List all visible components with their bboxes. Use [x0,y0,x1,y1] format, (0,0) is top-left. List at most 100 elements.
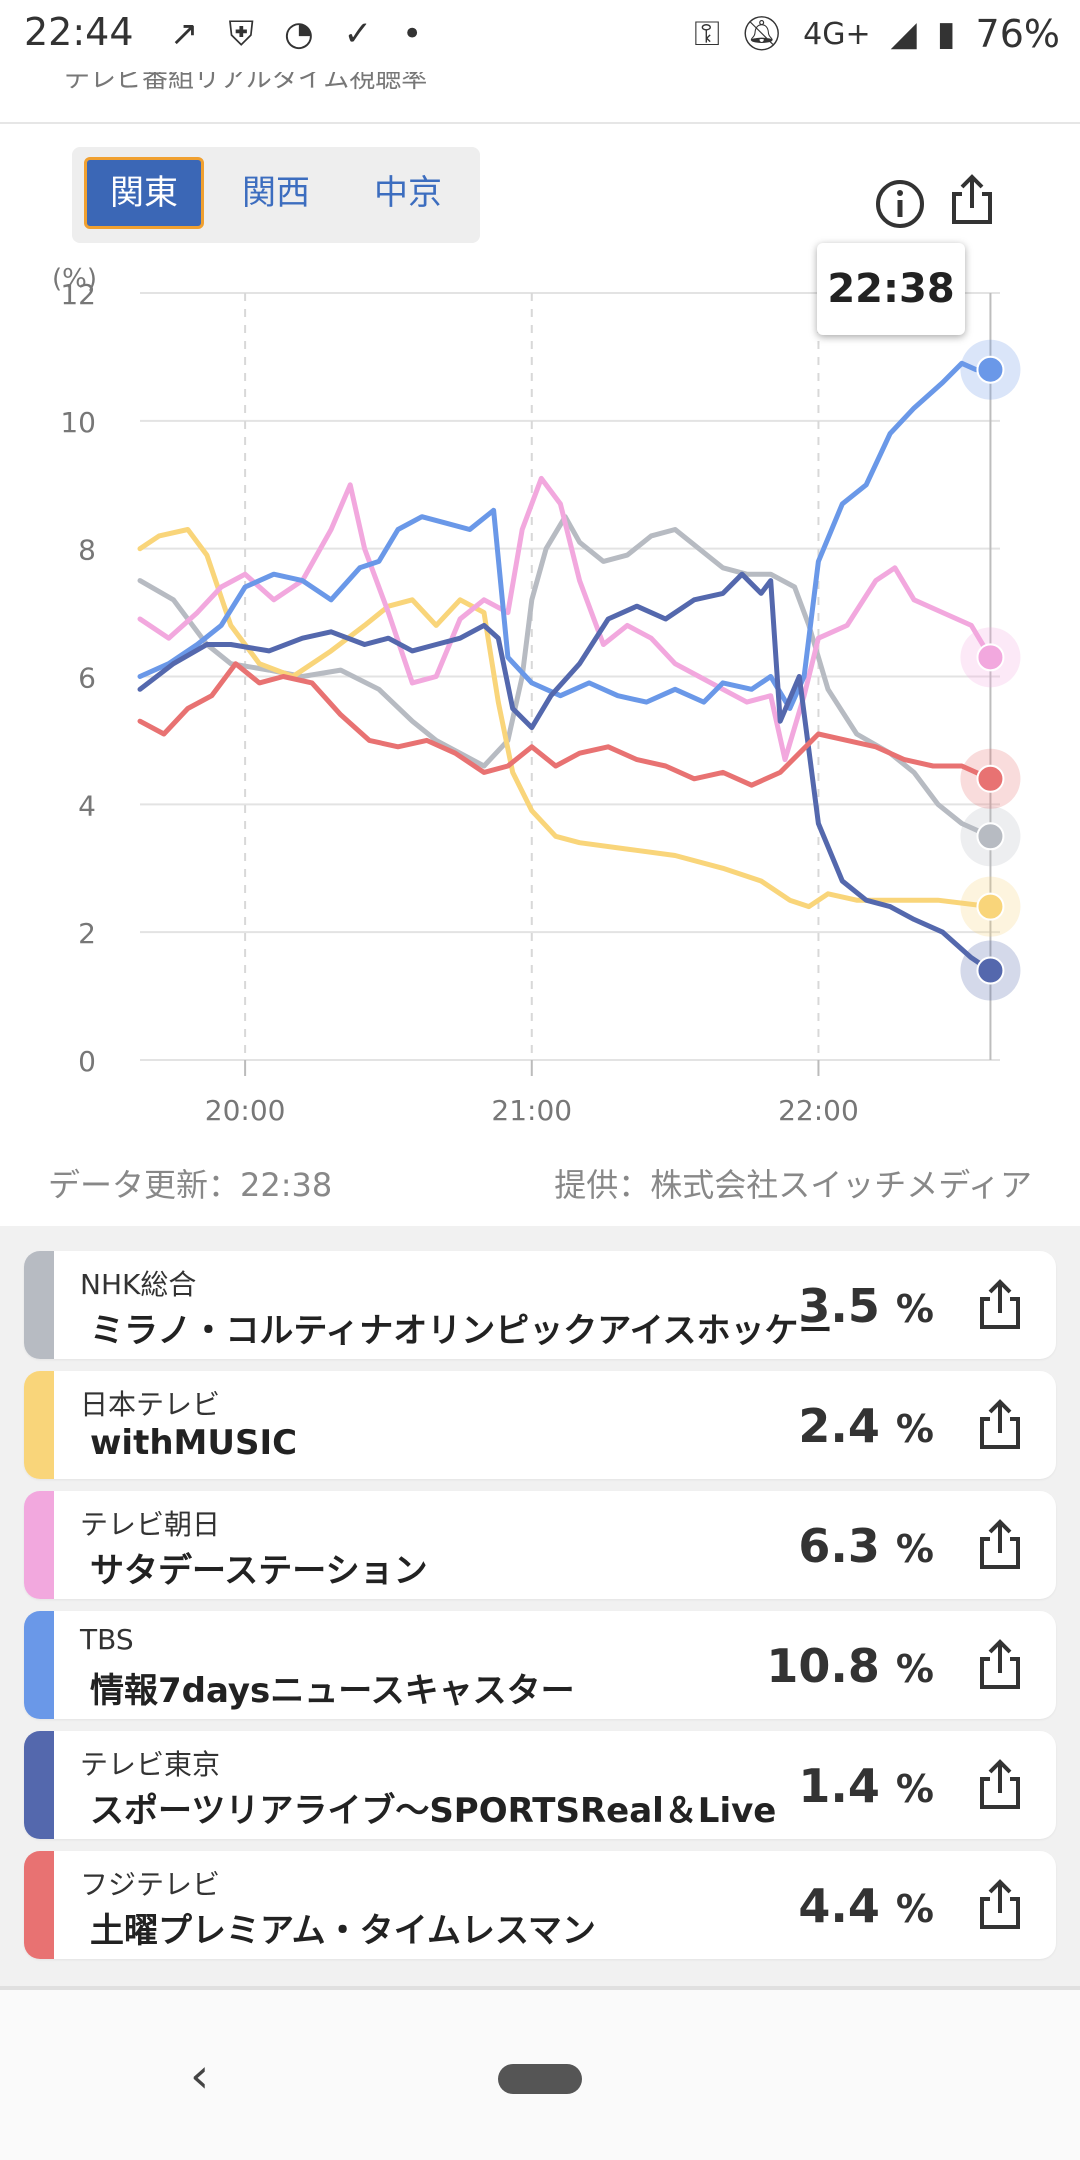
station-name: フジテレビ [80,1868,221,1901]
share-icon [980,1879,1020,1929]
info-icon [876,180,924,228]
series-line [137,661,993,788]
y-tick-label: 4 [78,789,96,822]
share-button[interactable] [972,1517,1028,1573]
mute-bell-icon: 🔕︎ [740,14,784,54]
share-icon [980,1399,1020,1449]
rating-value: 4.4 % [798,1879,934,1933]
key-icon: ⚿ [694,14,720,54]
info-button[interactable] [872,176,928,232]
x-tick-label: 20:00 [205,1094,286,1127]
share-icon [980,1759,1020,1809]
share-button[interactable] [972,1757,1028,1813]
program-title: 土曜プレミアム・タイムレスマン [90,1911,596,1951]
share-button[interactable] [972,1277,1028,1333]
channel-color-bar [24,1491,54,1599]
share-button[interactable] [972,1637,1028,1693]
station-name: NHK総合 [80,1268,197,1301]
y-tick-label: 12 [60,278,96,311]
system-nav-bar: ‹ [0,1990,1080,2160]
page-title: テレビ番組リアルタイム視聴率 [64,72,428,94]
station-name: 日本テレビ [80,1388,221,1421]
app-icon: ◔ [284,14,314,54]
y-tick-label: 10 [60,406,96,439]
y-tick-label: 2 [78,917,96,950]
time-tooltip: 22:38 [817,243,965,335]
x-tick-label: 21:00 [491,1094,572,1127]
y-tick-label: 8 [78,534,96,567]
x-tick-label: 22:00 [778,1094,859,1127]
series-line [137,527,993,910]
share-button[interactable] [972,1397,1028,1453]
series-end-point [976,892,1005,921]
channel-list: NHK総合 ミラノ・コルティナオリンピックアイスホッケー 3.5 % 日本テレビ… [0,1226,1080,1986]
rating-chart[interactable]: 0 2 4 6 8 10 12 (%) 20:00 21:00 22:00 [0,250,1080,1130]
status-bar: 22:44 ↗ ⛨ ◔ ✓ • ⚿ 🔕︎ 4G+ ◢ ▮ 76% [0,0,1080,72]
y-axis-unit: (%) [52,264,97,294]
status-notifications: ↗ ⛨ ◔ ✓ • [170,12,422,56]
page-header: テレビ番組リアルタイム視聴率 [0,72,1080,124]
status-time: 22:44 [24,10,134,54]
y-tick-label: 0 [78,1045,96,1078]
channel-color-bar [24,1611,54,1719]
program-title: withMUSIC [90,1423,298,1463]
series-end-point [976,355,1005,384]
channel-card-tv-tokyo[interactable]: テレビ東京 スポーツリアライブ～SPORTSReal＆Live 1.4 % [24,1731,1056,1839]
channel-color-bar [24,1251,54,1359]
divider [0,1986,1080,1990]
more-dot-icon: • [402,14,423,54]
series-line [137,360,993,711]
tab-kansai[interactable]: 関西 [242,173,310,213]
region-tabs: 関東 関西 中京 [72,147,480,243]
signal-icon: ◢ [890,14,917,54]
notification-icon: ↗ [170,14,199,54]
channel-card-nhk[interactable]: NHK総合 ミラノ・コルティナオリンピックアイスホッケー 3.5 % [24,1251,1056,1359]
series-end-point [976,956,1005,985]
home-pill[interactable] [498,2064,582,2094]
channel-color-bar [24,1851,54,1959]
rating-value: 2.4 % [798,1399,934,1453]
share-button[interactable] [972,1877,1028,1933]
station-name: テレビ朝日 [80,1508,221,1541]
tab-kanto[interactable]: 関東 [84,157,204,229]
share-icon [952,174,992,224]
program-title: 情報7daysニュースキャスター [90,1671,575,1711]
rating-value: 6.3 % [798,1519,934,1573]
share-icon [980,1639,1020,1689]
series-line [137,475,993,763]
rating-value: 10.8 % [766,1639,934,1693]
share-icon [980,1279,1020,1329]
network-type: 4G+ [803,16,871,52]
series-line [137,571,993,973]
tab-chukyo[interactable]: 中京 [374,173,442,213]
battery-icon: ▮ [936,14,956,54]
channel-card-tbs[interactable]: TBS 情報7daysニュースキャスター 10.8 % [24,1611,1056,1719]
status-system: ⚿ 🔕︎ 4G+ ◢ ▮ 76% [694,12,1060,56]
data-updated-label: データ更新：22:38 [48,1166,333,1204]
series-end-point [976,822,1005,851]
series-end-point [976,643,1005,672]
channel-card-ntv[interactable]: 日本テレビ withMUSIC 2.4 % [24,1371,1056,1479]
station-name: テレビ東京 [80,1748,221,1781]
back-icon[interactable]: ‹ [190,2048,210,2104]
y-tick-label: 6 [78,662,96,695]
provider-label: 提供：株式会社スイッチメディア [554,1166,1032,1204]
program-title: ミラノ・コルティナオリンピックアイスホッケー [90,1311,833,1351]
rating-value: 1.4 % [798,1759,934,1813]
channel-card-tv-asahi[interactable]: テレビ朝日 サタデーステーション 6.3 % [24,1491,1056,1599]
program-title: スポーツリアライブ～SPORTSReal＆Live [90,1791,777,1831]
share-icon [980,1519,1020,1569]
station-name: TBS [80,1623,134,1656]
channel-card-fuji[interactable]: フジテレビ 土曜プレミアム・タイムレスマン 4.4 % [24,1851,1056,1959]
series-end-point [976,764,1005,793]
channel-color-bar [24,1371,54,1479]
share-button[interactable] [944,172,1000,228]
shield-icon: ⛨ [228,14,255,54]
rating-value: 3.5 % [798,1279,934,1333]
download-done-icon: ✓ [343,14,373,54]
channel-color-bar [24,1731,54,1839]
program-title: サタデーステーション [90,1551,428,1591]
chart-svg: 0 2 4 6 8 10 12(%) 20:00 21:00 22:00 [52,264,1021,1127]
series-line [137,514,993,839]
battery-level: 76% [975,12,1060,56]
